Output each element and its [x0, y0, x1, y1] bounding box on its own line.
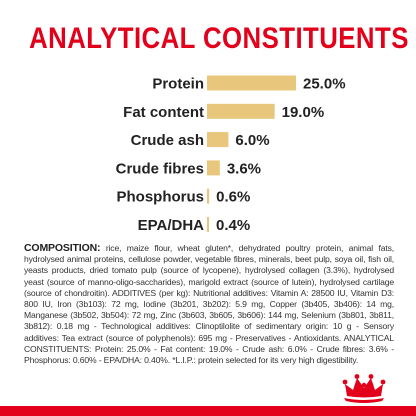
bar — [207, 217, 209, 232]
bar — [207, 160, 220, 176]
category-label: Protein — [152, 76, 204, 93]
bar — [207, 132, 229, 148]
value-label: 3.6% — [227, 160, 261, 177]
bar — [207, 103, 275, 119]
bar — [207, 188, 210, 204]
category-label: Crude fibres — [116, 160, 204, 177]
category-label: Phosphorus — [116, 189, 204, 206]
category-label: Crude ash — [131, 132, 204, 149]
value-label: 0.4% — [216, 217, 250, 234]
composition-body: rice, maize flour, wheat gluten*, dehydr… — [24, 243, 394, 366]
category-label: Fat content — [123, 104, 204, 121]
page-title: ANALYTICAL CONSTITUENTS — [29, 22, 409, 55]
value-label: 19.0% — [282, 104, 325, 121]
composition-lead: COMPOSITION: — [24, 242, 101, 254]
category-label: EPA/DHA — [138, 217, 205, 234]
value-label: 25.0% — [303, 76, 346, 93]
value-label: 6.0% — [235, 132, 269, 149]
composition-text: COMPOSITION: rice, maize flour, wheat gl… — [24, 242, 394, 366]
footer-band — [0, 406, 416, 416]
value-label: 0.6% — [216, 189, 250, 206]
bar — [207, 75, 296, 91]
crown-icon — [342, 374, 386, 403]
